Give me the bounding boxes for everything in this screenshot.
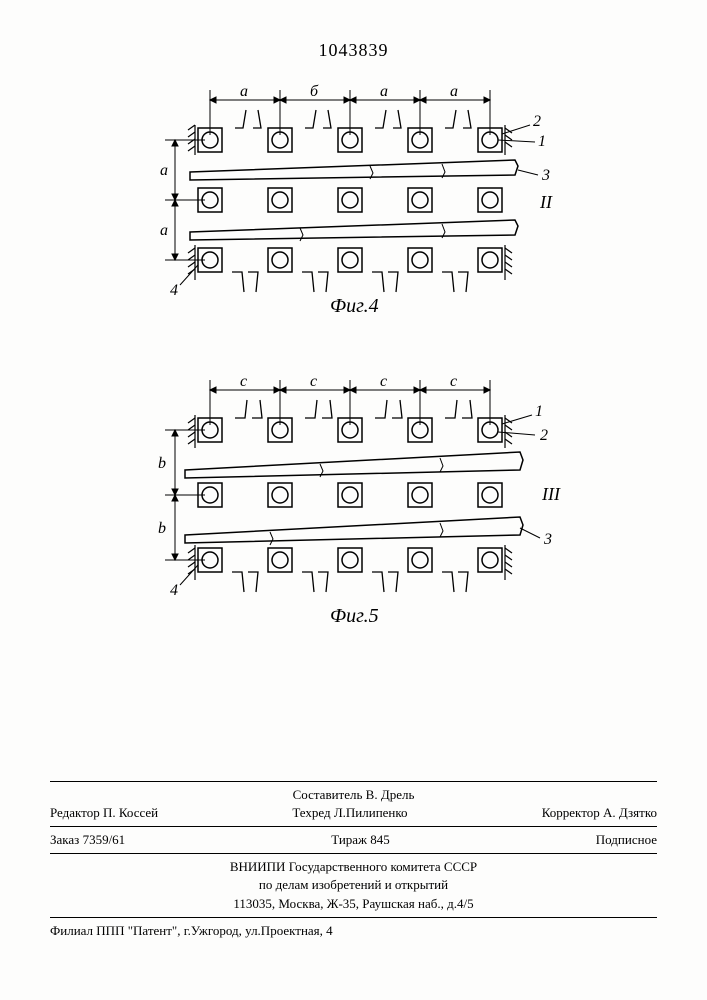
editor-label: Редактор: [50, 805, 100, 820]
credits-block: Составитель В. Дрель Редактор П. Коссей …: [50, 777, 657, 940]
address-2: Филиал ППП "Патент", г.Ужгород, ул.Проек…: [50, 922, 657, 940]
fig5-caption: Фиг.5: [330, 605, 379, 628]
svg-text:4: 4: [170, 282, 178, 299]
svg-text:II: II: [539, 192, 553, 212]
compiler-label: Составитель: [293, 787, 363, 802]
techred-name: Л.Пилипенко: [334, 805, 408, 820]
subscription: Подписное: [596, 831, 657, 849]
org-line-2: по делам изобретений и открытий: [50, 876, 657, 894]
svg-text:a: a: [240, 83, 248, 100]
svg-text:2: 2: [533, 113, 541, 130]
fig4-caption: Фиг.4: [330, 295, 379, 318]
svg-text:a: a: [380, 83, 388, 100]
svg-text:a: a: [450, 83, 458, 100]
address-1: 113035, Москва, Ж-35, Раушская наб., д.4…: [50, 895, 657, 913]
order-label: Заказ: [50, 832, 79, 847]
svg-text:c: c: [310, 373, 317, 390]
svg-text:3: 3: [543, 531, 552, 548]
svg-text:c: c: [240, 373, 247, 390]
svg-text:III: III: [541, 484, 561, 504]
compiler-name: В. Дрель: [366, 787, 415, 802]
editor-name: П. Коссей: [103, 805, 158, 820]
svg-text:b: b: [158, 520, 166, 537]
corrector-label: Корректор: [542, 805, 600, 820]
patent-page: 1043839: [0, 0, 707, 1000]
order-num: 7359/61: [83, 832, 126, 847]
svg-text:б: б: [310, 83, 319, 100]
techred-label: Техред: [292, 805, 330, 820]
circulation-num: 845: [370, 832, 390, 847]
circulation-label: Тираж: [331, 832, 367, 847]
svg-text:b: b: [158, 455, 166, 472]
svg-text:3: 3: [541, 167, 550, 184]
svg-text:c: c: [380, 373, 387, 390]
svg-text:c: c: [450, 373, 457, 390]
svg-text:4: 4: [170, 582, 178, 599]
patent-number: 1043839: [0, 40, 707, 61]
figure-4: a б a a a a 1 2 3 4 II: [120, 80, 580, 310]
svg-text:2: 2: [540, 427, 548, 444]
svg-text:1: 1: [535, 403, 543, 420]
org-line-1: ВНИИПИ Государственного комитета СССР: [50, 858, 657, 876]
figure-5: c c c c b b 1 2 3 4 III: [120, 370, 580, 620]
corrector-name: А. Дзятко: [603, 805, 657, 820]
svg-text:a: a: [160, 222, 168, 239]
svg-text:a: a: [160, 162, 168, 179]
svg-text:1: 1: [538, 133, 546, 150]
